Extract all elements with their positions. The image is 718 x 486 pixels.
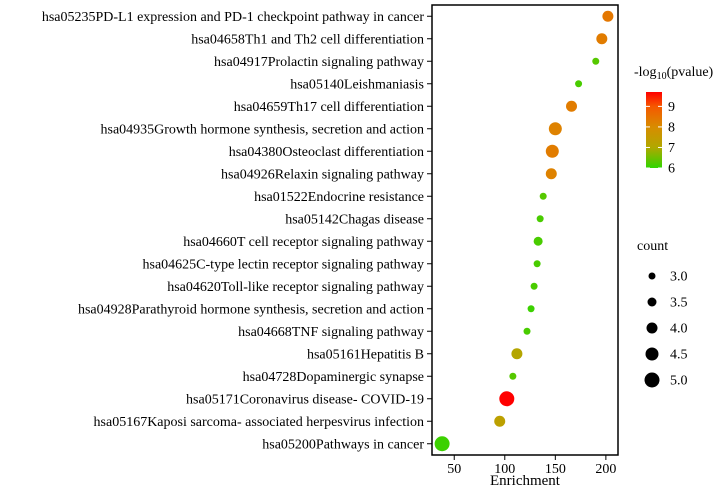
data-point [511,348,523,360]
y-axis-label: hsa04728Dopaminergic synapse [243,370,424,385]
count-legend-label: 5.0 [670,374,688,389]
color-legend-title: -log10(pvalue) [634,65,714,82]
y-axis-label: hsa04935Growth hormone synthesis, secret… [101,122,425,137]
data-point [509,372,517,380]
colorbar-tick-label: 9 [668,100,675,115]
y-axis-label: hsa05235PD-L1 expression and PD-1 checkp… [42,10,425,25]
y-axis-label: hsa05200Pathways in cancer [262,437,424,452]
count-legend-label: 4.0 [670,322,688,337]
colorbar-tick-label: 8 [668,120,675,135]
colorbar-gradient [646,92,662,168]
y-axis-label: hsa05171Coronavirus disease- COVID-19 [186,392,424,407]
count-legend-dot [645,347,659,361]
data-point [575,80,583,88]
y-axis-label: hsa04926Relaxin signaling pathway [221,167,424,182]
y-axis-label: hsa05142Chagas disease [285,212,424,227]
data-point [494,415,506,427]
plot-panel [431,4,619,456]
y-axis-label: hsa05140Leishmaniasis [290,77,424,92]
count-legend-dot [644,372,660,388]
y-axis-label: hsa01522Endocrine resistance [254,190,424,205]
x-axis-tick-label: 150 [545,462,566,477]
count-legend-label: 3.5 [670,296,688,311]
data-point [592,57,600,65]
data-point [545,144,559,158]
count-legend-dot [647,297,657,307]
data-point [523,327,531,335]
data-point [533,260,541,268]
data-point [527,305,535,313]
data-point [548,122,562,136]
y-axis-label: hsa04620Toll-like receptor signaling pat… [167,280,424,295]
data-point [533,236,543,246]
count-legend-label: 3.0 [670,270,688,285]
data-point [536,215,544,223]
y-axis-label: hsa05167Kaposi sarcoma- associated herpe… [94,415,424,430]
data-point [545,168,557,180]
count-legend-dot [648,272,656,280]
x-axis-title: Enrichment [490,473,561,486]
y-axis-label: hsa05161Hepatitis B [307,347,424,362]
x-axis-tick-label: 100 [494,462,515,477]
data-point [596,33,608,45]
y-axis-label: hsa04928Parathyroid hormone synthesis, s… [78,302,424,317]
data-point [602,10,614,22]
y-axis-label: hsa04625C-type lectin receptor signaling… [143,257,424,272]
y-axis-label: hsa04660T cell receptor signaling pathwa… [183,235,424,250]
count-legend-title: count [637,239,668,254]
data-point [530,282,538,290]
y-axis-label: hsa04659Th17 cell differentiation [234,100,424,115]
y-axis-label: hsa04380Osteoclast differentiation [229,145,424,160]
data-point [539,192,547,200]
x-axis-tick-label: 50 [447,462,461,477]
y-axis-label: hsa04668TNF signaling pathway [238,325,424,340]
colorbar-tick-label: 7 [668,141,675,156]
y-axis-label: hsa04658Th1 and Th2 cell differentiation [191,32,424,47]
data-point [434,436,450,452]
data-point [499,391,515,407]
colorbar-tick-label: 6 [668,162,675,177]
x-axis-tick-label: 200 [595,462,616,477]
data-point [566,100,577,112]
y-axis-label: hsa04917Prolactin signaling pathway [214,55,424,70]
count-legend-label: 4.5 [670,348,688,363]
count-legend-dot [646,322,658,334]
